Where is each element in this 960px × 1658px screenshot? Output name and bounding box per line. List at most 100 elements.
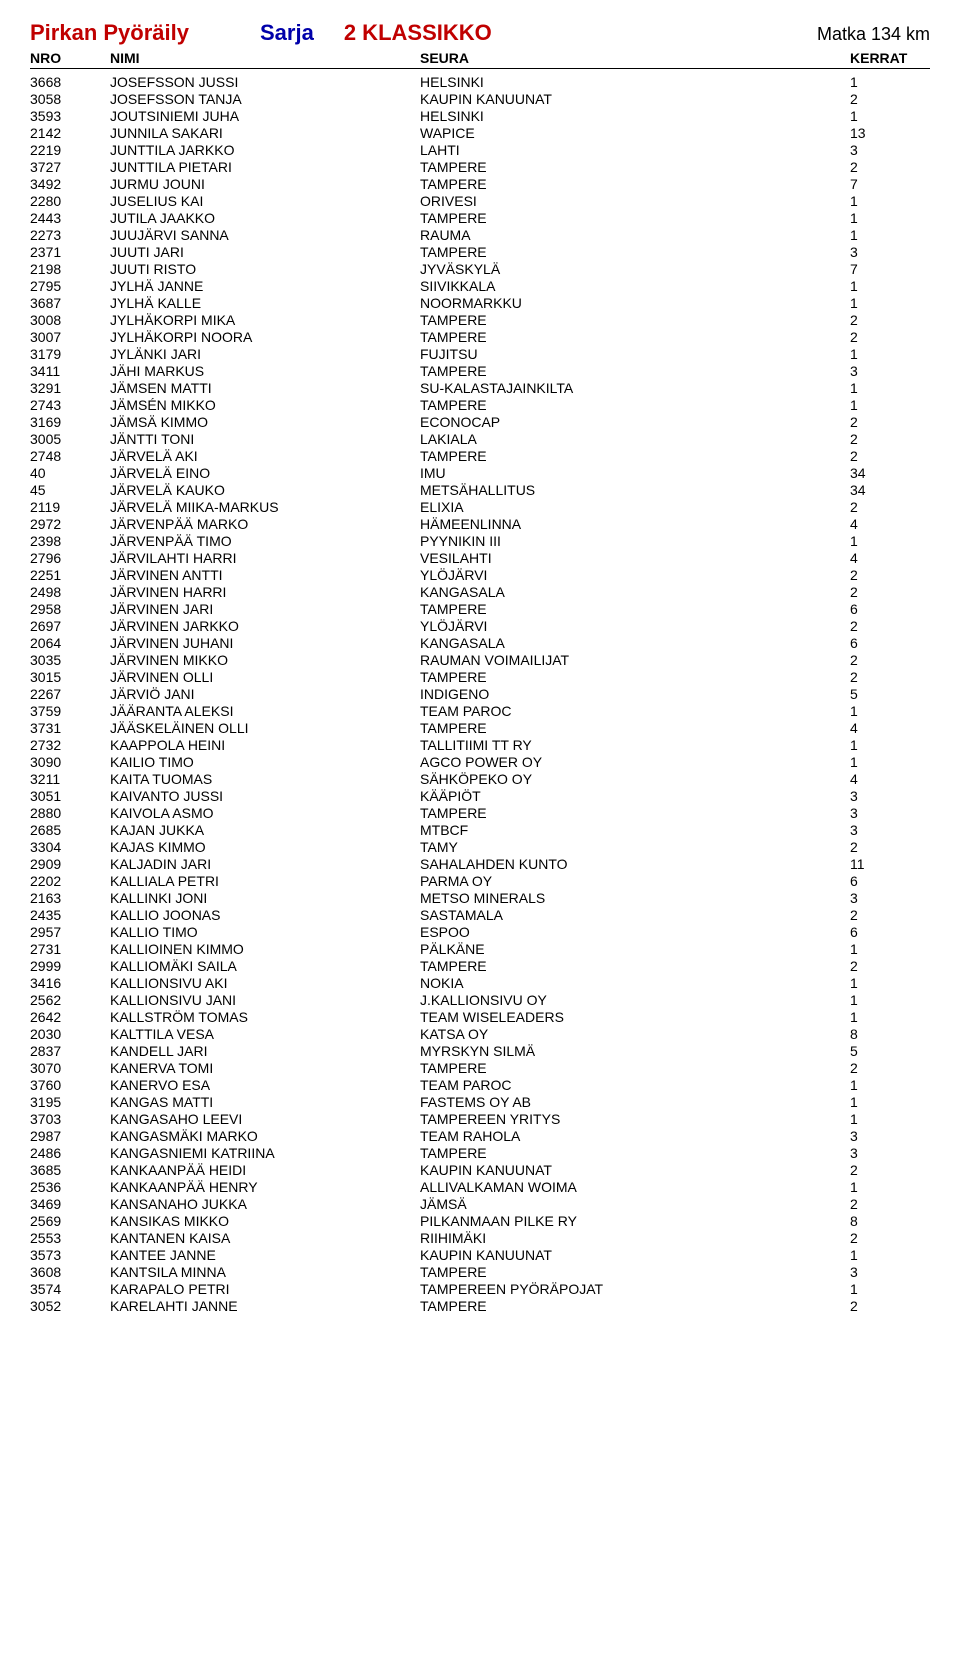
cell-seura: NOORMARKKU	[420, 294, 850, 311]
cell-kerrat: 1	[850, 379, 930, 396]
cell-seura: TAMPERE	[420, 719, 850, 736]
cell-kerrat: 1	[850, 991, 930, 1008]
cell-nimi: JUNTTILA PIETARI	[110, 158, 420, 175]
cell-seura: TAMPERE	[420, 328, 850, 345]
cell-nimi: JÄRVINEN MIKKO	[110, 651, 420, 668]
cell-seura: SAHALAHDEN KUNTO	[420, 855, 850, 872]
cell-nimi: JÄRVELÄ AKI	[110, 447, 420, 464]
cell-seura: SASTAMALA	[420, 906, 850, 923]
cell-kerrat: 2	[850, 447, 930, 464]
table-row: 2972JÄRVENPÄÄ MARKOHÄMEENLINNA4	[30, 515, 930, 532]
cell-nimi: JUUJÄRVI SANNA	[110, 226, 420, 243]
cell-kerrat: 3	[850, 1127, 930, 1144]
page-header: Pirkan Pyöräily Sarja 2 KLASSIKKO Matka …	[30, 20, 930, 46]
cell-kerrat: 2	[850, 413, 930, 430]
cell-nimi: KARAPALO PETRI	[110, 1280, 420, 1297]
cell-kerrat: 3	[850, 141, 930, 158]
cell-nimi: JUUTI RISTO	[110, 260, 420, 277]
table-row: 2957KALLIO TIMOESPOO6	[30, 923, 930, 940]
table-row: 2443JUTILA JAAKKOTAMPERE1	[30, 209, 930, 226]
cell-seura: JÄMSÄ	[420, 1195, 850, 1212]
cell-seura: J.KALLIONSIVU OY	[420, 991, 850, 1008]
cell-nimi: JUNNILA SAKARI	[110, 124, 420, 141]
cell-kerrat: 11	[850, 855, 930, 872]
table-row: 2273JUUJÄRVI SANNARAUMA1	[30, 226, 930, 243]
cell-nro: 3759	[30, 702, 110, 719]
cell-nimi: JÄRVELÄ EINO	[110, 464, 420, 481]
cell-seura: TAMPERE	[420, 1059, 850, 1076]
cell-nimi: KALLIO JOONAS	[110, 906, 420, 923]
cell-seura: TAMPERE	[420, 1263, 850, 1280]
distance-label: Matka 134 km	[817, 24, 930, 45]
cell-nro: 3035	[30, 651, 110, 668]
table-row: 3687JYLHÄ KALLENOORMARKKU1	[30, 294, 930, 311]
series-label: Sarja	[260, 20, 314, 46]
cell-nro: 2796	[30, 549, 110, 566]
cell-seura: TAMPERE	[420, 175, 850, 192]
table-row: 2685KAJAN JUKKAMTBCF3	[30, 821, 930, 838]
cell-seura: INDIGENO	[420, 685, 850, 702]
cell-nro: 2562	[30, 991, 110, 1008]
table-row: 3668JOSEFSSON JUSSIHELSINKI1	[30, 73, 930, 90]
cell-nimi: KALLIO TIMO	[110, 923, 420, 940]
cell-nimi: KALLINKI JONI	[110, 889, 420, 906]
cell-kerrat: 2	[850, 158, 930, 175]
table-row: 2748JÄRVELÄ AKITAMPERE2	[30, 447, 930, 464]
cell-nimi: JYLHÄ KALLE	[110, 294, 420, 311]
cell-nro: 2202	[30, 872, 110, 889]
cell-kerrat: 3	[850, 804, 930, 821]
table-row: 45JÄRVELÄ KAUKOMETSÄHALLITUS34	[30, 481, 930, 498]
cell-kerrat: 6	[850, 923, 930, 940]
table-row: 2251JÄRVINEN ANTTIYLÖJÄRVI2	[30, 566, 930, 583]
table-row: 2064JÄRVINEN JUHANIKANGASALA6	[30, 634, 930, 651]
cell-nimi: KAIVOLA ASMO	[110, 804, 420, 821]
cell-nimi: KANGASAHO LEEVI	[110, 1110, 420, 1127]
table-row: 3727JUNTTILA PIETARITAMPERE2	[30, 158, 930, 175]
cell-kerrat: 2	[850, 1195, 930, 1212]
cell-seura: LAKIALA	[420, 430, 850, 447]
table-row: 2837KANDELL JARIMYRSKYN SILMÄ5	[30, 1042, 930, 1059]
cell-kerrat: 2	[850, 906, 930, 923]
cell-nro: 3169	[30, 413, 110, 430]
cell-seura: IMU	[420, 464, 850, 481]
cell-kerrat: 2	[850, 328, 930, 345]
cell-nimi: JOUTSINIEMI JUHA	[110, 107, 420, 124]
cell-kerrat: 2	[850, 617, 930, 634]
cell-nro: 3492	[30, 175, 110, 192]
cell-nro: 3195	[30, 1093, 110, 1110]
cell-seura: FASTEMS OY AB	[420, 1093, 850, 1110]
results-table: 3668JOSEFSSON JUSSIHELSINKI13058JOSEFSSO…	[30, 73, 930, 1314]
cell-seura: TAMPERE	[420, 600, 850, 617]
cell-nimi: JÄRVINEN OLLI	[110, 668, 420, 685]
table-row: 2731KALLIOINEN KIMMOPÄLKÄNE1	[30, 940, 930, 957]
table-row: 3416KALLIONSIVU AKINOKIA1	[30, 974, 930, 991]
cell-nro: 3058	[30, 90, 110, 107]
cell-nimi: KALJADIN JARI	[110, 855, 420, 872]
cell-nimi: JÄRVINEN JARI	[110, 600, 420, 617]
table-row: 3411JÄHI MARKUSTAMPERE3	[30, 362, 930, 379]
table-row: 3052KARELAHTI JANNETAMPERE2	[30, 1297, 930, 1314]
table-row: 3492JURMU JOUNITAMPERE7	[30, 175, 930, 192]
cell-nimi: KARELAHTI JANNE	[110, 1297, 420, 1314]
cell-seura: TAMPERE	[420, 396, 850, 413]
cell-nimi: KALTTILA VESA	[110, 1025, 420, 1042]
cell-nro: 2267	[30, 685, 110, 702]
table-row: 2999KALLIOMÄKI SAILATAMPERE2	[30, 957, 930, 974]
cell-nro: 3416	[30, 974, 110, 991]
event-title: Pirkan Pyöräily	[30, 20, 260, 46]
cell-kerrat: 6	[850, 634, 930, 651]
cell-nro: 2837	[30, 1042, 110, 1059]
cell-nimi: KALLIOMÄKI SAILA	[110, 957, 420, 974]
cell-nimi: JYLÄNKI JARI	[110, 345, 420, 362]
cell-nro: 3015	[30, 668, 110, 685]
cell-kerrat: 2	[850, 1161, 930, 1178]
table-row: 2795JYLHÄ JANNESIIVIKKALA1	[30, 277, 930, 294]
cell-nro: 2486	[30, 1144, 110, 1161]
cell-seura: ALLIVALKAMAN WOIMA	[420, 1178, 850, 1195]
cell-seura: SÄHKÖPEKO OY	[420, 770, 850, 787]
cell-nimi: KALLIONSIVU JANI	[110, 991, 420, 1008]
cell-seura: LAHTI	[420, 141, 850, 158]
cell-seura: TAMPERE	[420, 209, 850, 226]
cell-seura: PILKANMAAN PILKE RY	[420, 1212, 850, 1229]
cell-nro: 2119	[30, 498, 110, 515]
